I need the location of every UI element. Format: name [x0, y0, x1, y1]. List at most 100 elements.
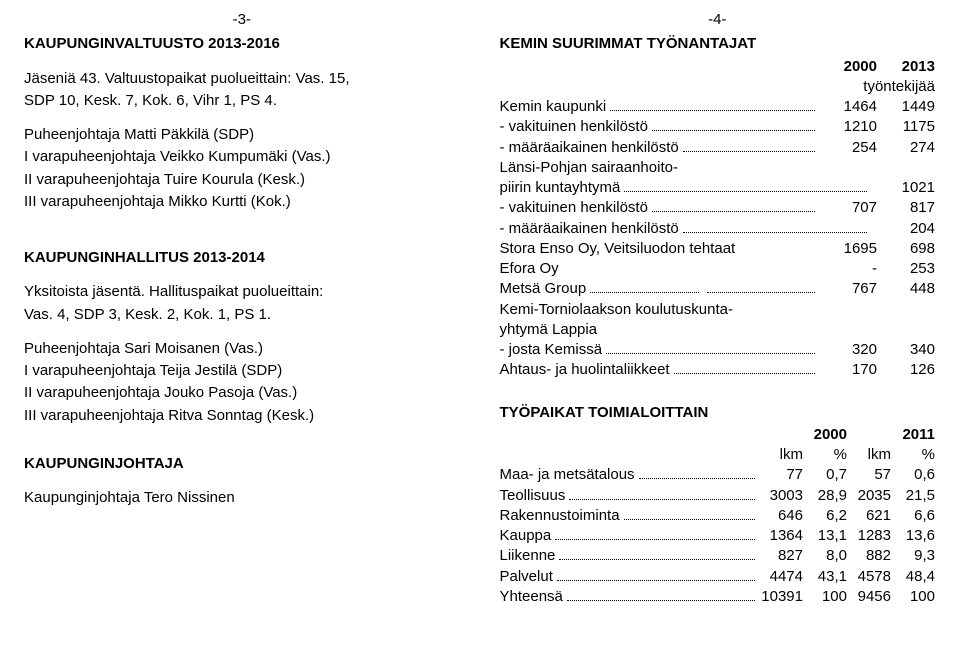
row-value: 9,3 — [891, 546, 935, 566]
row-label: Rakennustoiminta — [500, 506, 620, 526]
right-column: -4- KEMIN SUURIMMAT TYÖNANTAJAT 2000 201… — [500, 10, 936, 607]
left-column: -3- KAUPUNGINVALTUUSTO 2013-2016 Jäseniä… — [24, 10, 460, 607]
table-row: Yhteensä103911009456100 — [500, 587, 936, 607]
dot-leader — [683, 151, 815, 152]
dot-leader — [639, 478, 755, 479]
wp-year-2000: 2000 — [759, 425, 847, 445]
row-value: 6,2 — [803, 506, 847, 526]
board-chair-3: II varapuheenjohtaja Jouko Pasoja (Vas.) — [24, 383, 460, 403]
table-row: Länsi-Pohjan sairaanhoito- — [500, 158, 936, 178]
row-value: 3003 — [759, 486, 803, 506]
row-label: Liikenne — [500, 546, 556, 566]
row-value: 6,6 — [891, 506, 935, 526]
heading-hallitus: KAUPUNGINHALLITUS 2013-2014 — [24, 248, 460, 268]
workplaces-year-header: 2000 2011 — [500, 425, 936, 445]
table-row: yhtymä Lappia — [500, 320, 936, 340]
row-value-2: 126 — [877, 360, 935, 380]
row-value: 77 — [759, 465, 803, 485]
row-label: Länsi-Pohjan sairaanhoito- — [500, 158, 936, 178]
dot-leader — [652, 130, 815, 131]
row-value: 21,5 — [891, 486, 935, 506]
row-value: 1283 — [847, 526, 891, 546]
intro-line-2: SDP 10, Kesk. 7, Kok. 6, Vihr 1, PS 4. — [24, 91, 460, 111]
row-value: 100 — [803, 587, 847, 607]
dot-leader — [624, 191, 867, 192]
row-label: yhtymä Lappia — [500, 320, 936, 340]
board-chair-1: Puheenjohtaja Sari Moisanen (Vas.) — [24, 339, 460, 359]
row-label: - josta Kemissä — [500, 340, 603, 360]
row-label: Teollisuus — [500, 486, 566, 506]
row-value: 10391 — [759, 587, 803, 607]
table-row: Kauppa 136413,1128313,6 — [500, 526, 936, 546]
table-row: Ahtaus- ja huolintaliikkeet 170126 — [500, 360, 936, 380]
row-value: 43,1 — [803, 567, 847, 587]
row-value: 621 — [847, 506, 891, 526]
dot-leader — [674, 373, 815, 374]
intro-line-1: Jäseniä 43. Valtuustopaikat puolueittain… — [24, 69, 460, 89]
row-label: Metsä Group — [500, 279, 587, 299]
table-row: piirin kuntayhtymä1021 — [500, 178, 936, 198]
row-value-1: 254 — [819, 138, 877, 158]
row-value: 646 — [759, 506, 803, 526]
page-number-left: -3- — [24, 10, 460, 30]
row-value: 13,1 — [803, 526, 847, 546]
employees-subhead: työntekijää — [500, 77, 936, 97]
row-value: 0,7 — [803, 465, 847, 485]
row-value: 13,6 — [891, 526, 935, 546]
table-row: Liikenne 8278,08829,3 — [500, 546, 936, 566]
dot-leader — [624, 519, 755, 520]
table-row: - määräaikainen henkilöstö 204 — [500, 219, 936, 239]
col-lkm-1: lkm — [759, 445, 803, 465]
employers-year-header: 2000 2013 — [500, 57, 936, 77]
row-value: 882 — [847, 546, 891, 566]
row-value-2: 1449 — [877, 97, 935, 117]
row-label: Kemi-Torniolaakson koulutuskunta- — [500, 300, 936, 320]
row-value-2: 253 — [877, 259, 935, 279]
employers-table: Kemin kaupunki14641449- vakituinen henki… — [500, 97, 936, 381]
row-label: Kauppa — [500, 526, 552, 546]
heading-employers: KEMIN SUURIMMAT TYÖNANTAJAT — [500, 34, 936, 54]
row-value-2: 698 — [877, 239, 935, 259]
row-value: 48,4 — [891, 567, 935, 587]
chair-2: I varapuheenjohtaja Veikko Kumpumäki (Va… — [24, 147, 460, 167]
row-label: piirin kuntayhtymä — [500, 178, 621, 198]
wp-year-2011: 2011 — [847, 425, 935, 445]
mayor-name: Kaupunginjohtaja Tero Nissinen — [24, 488, 460, 508]
table-row: Efora Oy-253 — [500, 259, 936, 279]
row-value: 8,0 — [803, 546, 847, 566]
dot-leader — [590, 292, 698, 293]
row-label: Efora Oy — [500, 259, 820, 279]
table-row: Kemi-Torniolaakson koulutuskunta- — [500, 300, 936, 320]
row-value: 100 — [891, 587, 935, 607]
row-label: Maa- ja metsätalous — [500, 465, 635, 485]
row-value-1: 707 — [819, 198, 877, 218]
row-value-1: 170 — [819, 360, 877, 380]
chair-1: Puheenjohtaja Matti Päkkilä (SDP) — [24, 125, 460, 145]
table-row: - vakituinen henkilöstö12101175 — [500, 117, 936, 137]
table-row: Kemin kaupunki14641449 — [500, 97, 936, 117]
dot-leader — [569, 499, 755, 500]
row-value: 827 — [759, 546, 803, 566]
row-label: Kemin kaupunki — [500, 97, 607, 117]
dot-leader — [557, 580, 755, 581]
heading-kaupunginjohtaja: KAUPUNGINJOHTAJA — [24, 454, 460, 474]
row-value-1: 1695 — [827, 239, 877, 259]
row-value: 57 — [847, 465, 891, 485]
col-lkm-2: lkm — [847, 445, 891, 465]
row-value: 9456 — [847, 587, 891, 607]
table-row: - vakituinen henkilöstö 707817 — [500, 198, 936, 218]
dot-leader — [559, 559, 755, 560]
hallitus-line-2: Vas. 4, SDP 3, Kesk. 2, Kok. 1, PS 1. — [24, 305, 460, 325]
row-label: Ahtaus- ja huolintaliikkeet — [500, 360, 670, 380]
table-row: Palvelut 447443,1457848,4 — [500, 567, 936, 587]
table-row: Maa- ja metsätalous 770,7570,6 — [500, 465, 936, 485]
row-value: 2035 — [847, 486, 891, 506]
heading-valtuusto: KAUPUNGINVALTUUSTO 2013-2016 — [24, 34, 460, 54]
dot-leader — [610, 110, 815, 111]
row-value-1: 767 — [819, 279, 877, 299]
workplaces-table: Maa- ja metsätalous 770,7570,6Teollisuus… — [500, 465, 936, 607]
row-label: Palvelut — [500, 567, 553, 587]
dot-leader — [707, 292, 815, 293]
row-value: 1364 — [759, 526, 803, 546]
year-2000: 2000 — [819, 57, 877, 77]
